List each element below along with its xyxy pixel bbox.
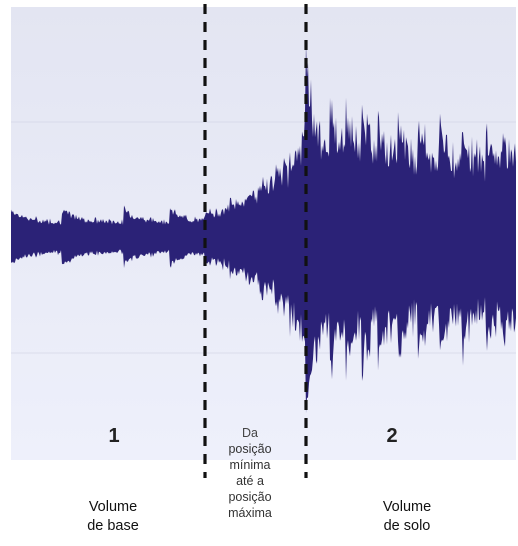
- region-2-number: 2: [386, 425, 398, 447]
- transition-caption-line-2: posição: [228, 442, 272, 456]
- audio-waveform: [11, 43, 516, 414]
- transition-caption-line-1: Da: [242, 426, 258, 440]
- region-1-caption-line-1: Volume: [88, 499, 138, 515]
- transition-caption-line-6: máxima: [228, 506, 272, 520]
- transition-caption-line-5: posição: [228, 490, 272, 504]
- region-2-caption-line-1: Volume: [382, 499, 432, 515]
- transition-caption-line-4: até a: [236, 474, 264, 488]
- region-1-number: 1: [108, 425, 120, 447]
- region-2-caption: Volume de solo: [347, 498, 467, 536]
- region-1-caption: Volume de base: [53, 498, 173, 536]
- transition-caption-line-3: mínima: [229, 458, 271, 472]
- transition-caption: Da posição mínima até a posição máxima: [214, 425, 286, 521]
- region-2-caption-line-2: de solo: [383, 518, 431, 534]
- region-1-caption-line-2: de base: [87, 518, 139, 534]
